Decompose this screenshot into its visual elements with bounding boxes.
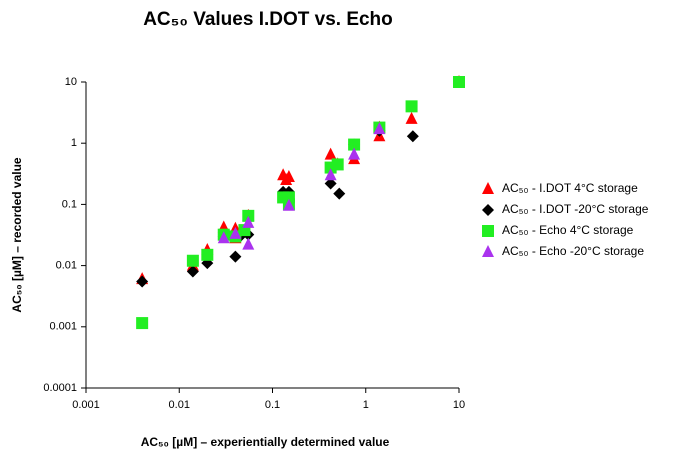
marker [405, 100, 418, 113]
y-tick-label: 0.001 [49, 321, 77, 333]
marker [282, 191, 295, 204]
marker [136, 275, 149, 288]
legend-text: AC₅₀ - Echo 4°C storage [502, 223, 634, 237]
marker [348, 147, 361, 160]
x-tick-label: 0.1 [265, 399, 280, 411]
y-tick-label: 10 [65, 76, 77, 88]
marker [333, 187, 346, 200]
y-tick-label: 0.01 [56, 260, 77, 272]
marker [229, 250, 242, 263]
marker [405, 111, 418, 124]
x-tick-label: 0.001 [72, 399, 100, 411]
marker [282, 198, 295, 211]
chart-title: AC₅₀ Values I.DOT vs. Echo [143, 9, 393, 30]
marker [331, 158, 344, 171]
marker [186, 254, 199, 267]
marker [482, 245, 494, 257]
marker [406, 130, 419, 143]
marker [482, 225, 494, 237]
x-axis-title: AC₅₀ [µM] – experientially determined va… [141, 435, 390, 449]
x-tick-label: 1 [363, 399, 369, 411]
marker [242, 215, 255, 228]
marker [280, 173, 293, 186]
marker [482, 182, 494, 194]
marker [373, 122, 386, 135]
marker [348, 138, 361, 151]
marker [324, 147, 337, 160]
marker [482, 204, 494, 216]
marker [453, 76, 465, 88]
x-tick-label: 10 [453, 399, 465, 411]
marker [229, 226, 242, 239]
marker [217, 231, 230, 244]
marker [201, 248, 214, 261]
marker [136, 317, 149, 330]
y-tick-label: 1 [71, 137, 77, 149]
marker [324, 177, 337, 190]
legend-text: AC₅₀ - I.DOT 4°C storage [502, 181, 638, 195]
legend-text: AC₅₀ - I.DOT -20°C storage [502, 202, 649, 216]
legend-text: AC₅₀ - Echo -20°C storage [502, 244, 644, 258]
y-tick-label: 0.1 [62, 198, 77, 210]
x-tick-label: 0.01 [169, 399, 190, 411]
y-axis-title: AC₅₀ [µM] – recorded value [10, 157, 24, 313]
y-tick-label: 0.0001 [43, 382, 77, 394]
marker [242, 237, 255, 250]
marker [324, 168, 337, 181]
marker [186, 265, 199, 278]
